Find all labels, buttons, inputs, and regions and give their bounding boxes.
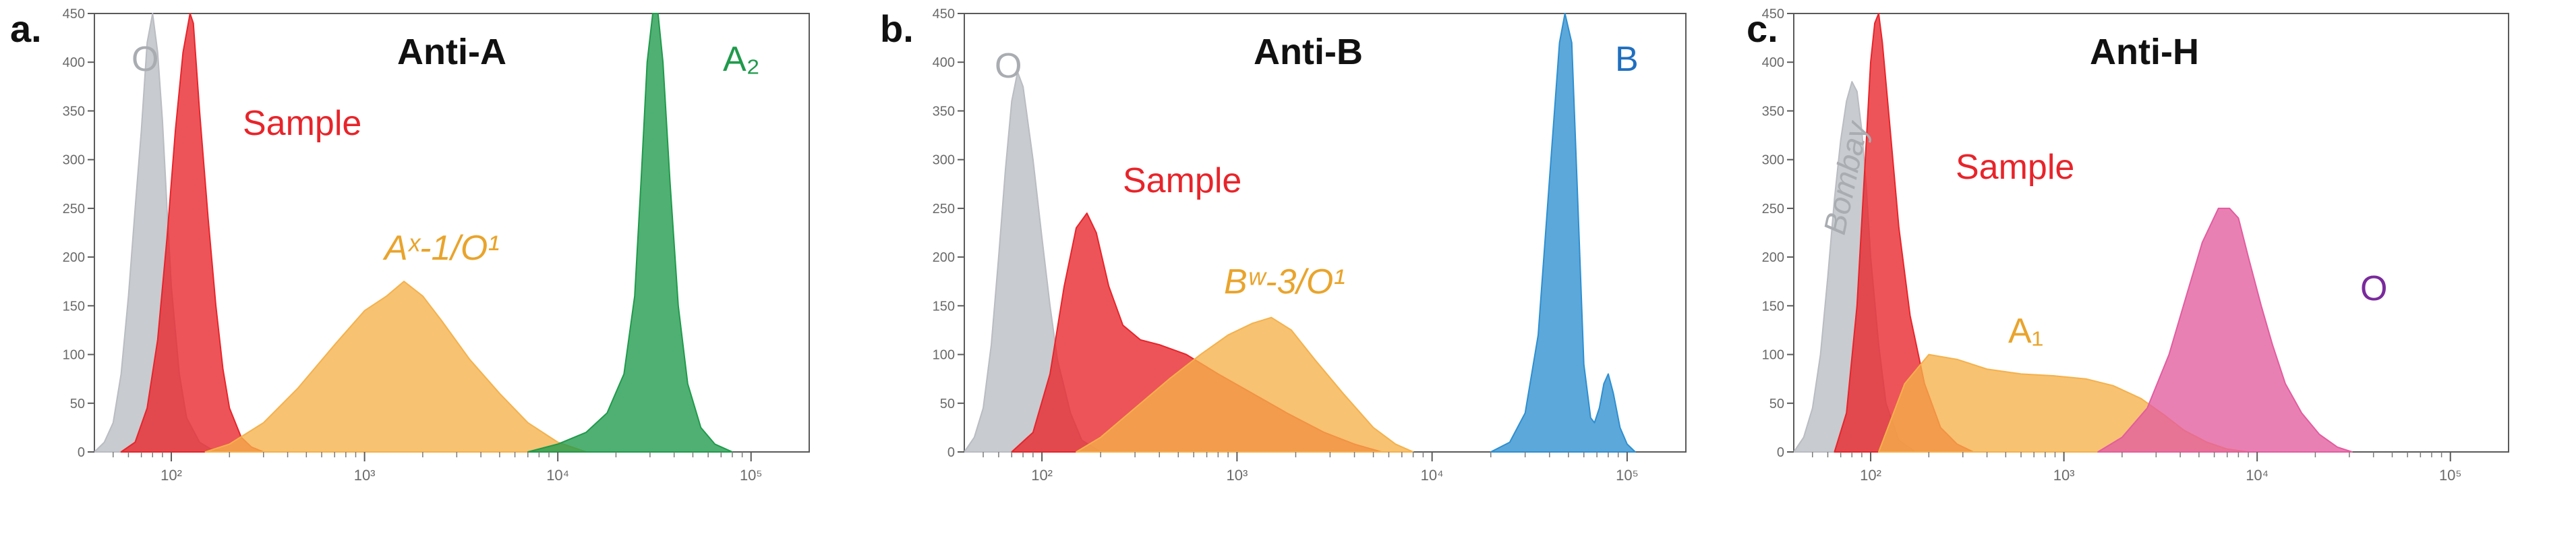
panel-letter: c.: [1747, 7, 1778, 50]
y-tick-label: 450: [1762, 7, 1784, 22]
series-label-4: B: [1615, 40, 1639, 79]
y-tick-label: 50: [70, 397, 85, 411]
y-tick-label: 350: [1762, 104, 1784, 119]
y-tick-label: 150: [63, 299, 85, 314]
y-tick-label: 250: [1762, 202, 1784, 217]
y-tick-label: 100: [1762, 348, 1784, 363]
y-tick-label: 200: [1762, 250, 1784, 265]
panel-title: Anti-A: [397, 32, 506, 72]
x-tick-label: 10²: [1031, 467, 1053, 484]
y-tick-label: 400: [933, 55, 955, 70]
y-tick-label: 350: [63, 104, 85, 119]
series-area-4: [1490, 13, 1636, 453]
panel-title: Anti-H: [2090, 32, 2199, 72]
x-tick-label: 10⁵: [740, 467, 763, 484]
panel-letter: b.: [880, 7, 914, 50]
x-tick-label: 10⁴: [546, 467, 569, 484]
y-tick-label: 50: [1769, 397, 1784, 411]
series-area-3: [204, 281, 587, 453]
panel-3: 10² 10³ 10⁴ 10⁵ 0 50 100 150 200 250 300 350 400 450c…: [1747, 7, 2509, 484]
x-tick-label: 10³: [1226, 467, 1248, 484]
y-tick-label: 200: [63, 250, 85, 265]
series-label-3: A₁: [2008, 312, 2043, 351]
y-tick-label: 150: [933, 299, 955, 314]
y-tick-label: 0: [947, 445, 955, 460]
x-tick-label: 10²: [1860, 467, 1881, 484]
series-area-4: [527, 13, 733, 453]
y-tick-label: 50: [940, 397, 955, 411]
panel-title: Anti-B: [1254, 32, 1363, 72]
series-label-3: Bʷ-3/O¹: [1224, 262, 1345, 302]
series-label-4: O: [2360, 269, 2387, 308]
y-tick-label: 300: [933, 153, 955, 168]
y-tick-label: 300: [63, 153, 85, 168]
series-label-2: Sample: [1123, 161, 1241, 200]
y-tick-label: 450: [933, 7, 955, 22]
x-tick-label: 10⁴: [1421, 467, 1444, 484]
panel-2: 10² 10³ 10⁴ 10⁵ 0 50 100 150 200 250 300 350 400 450 b…: [880, 7, 1687, 484]
y-tick-label: 250: [63, 202, 85, 217]
series-label-2: Sample: [243, 104, 361, 143]
series-label-3: Aˣ-1/O¹: [382, 229, 500, 268]
series-label-4: A₂: [723, 40, 760, 79]
y-tick-label: 300: [1762, 153, 1784, 168]
x-tick-label: 10²: [160, 467, 182, 484]
y-tick-label: 400: [63, 55, 85, 70]
y-tick-label: 400: [1762, 55, 1784, 70]
panel-1: 10² 10³ 10⁴ 10⁵ 0 50 100 150 200 250 300 350 400 450 a…: [10, 7, 810, 484]
series-label-2: Sample: [1956, 148, 2074, 187]
y-tick-label: 100: [63, 348, 85, 363]
series-area-3: [1076, 316, 1414, 453]
x-tick-label: 10⁴: [2246, 467, 2268, 484]
series-label-1: O: [995, 47, 1022, 86]
y-tick-label: 0: [78, 445, 85, 460]
y-tick-label: 0: [1777, 445, 1784, 460]
x-tick-label: 10⁵: [2439, 467, 2462, 484]
x-tick-label: 10³: [2053, 467, 2075, 484]
y-tick-label: 450: [63, 7, 85, 22]
y-tick-label: 200: [933, 250, 955, 265]
y-tick-label: 350: [933, 104, 955, 119]
panel-letter: a.: [10, 7, 42, 50]
series-label-1: O: [131, 40, 158, 79]
x-tick-label: 10⁵: [1616, 467, 1639, 484]
y-tick-label: 150: [1762, 299, 1784, 314]
y-tick-label: 250: [933, 202, 955, 217]
y-tick-label: 100: [933, 348, 955, 363]
x-tick-label: 10³: [354, 467, 376, 484]
series-area-4: [2097, 207, 2353, 453]
